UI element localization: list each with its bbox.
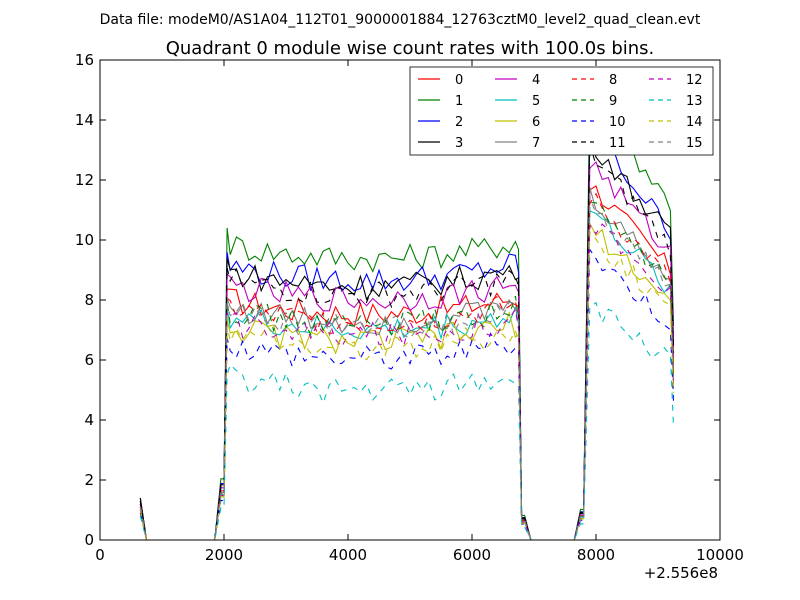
series-line-12 bbox=[139, 223, 675, 541]
y-tick-label: 14 bbox=[75, 111, 94, 129]
datafile-label: Data file: modeM0/AS1A04_112T01_90000018… bbox=[100, 12, 701, 28]
y-tick-label: 16 bbox=[75, 51, 94, 69]
y-tick-label: 4 bbox=[84, 411, 94, 429]
legend-label-2: 2 bbox=[455, 115, 463, 130]
legend-label-6: 6 bbox=[532, 115, 540, 130]
x-offset-label: +2.556e8 bbox=[644, 564, 718, 582]
legend-label-5: 5 bbox=[532, 94, 540, 109]
legend-label-13: 13 bbox=[686, 94, 703, 109]
series-line-3 bbox=[139, 130, 675, 541]
y-tick-label: 0 bbox=[84, 531, 94, 549]
x-tick-label: 10000 bbox=[696, 546, 744, 564]
legend-label-12: 12 bbox=[686, 73, 703, 88]
legend-label-8: 8 bbox=[609, 73, 617, 88]
plot-series-group bbox=[139, 96, 675, 541]
y-tick-label: 10 bbox=[75, 231, 94, 249]
legend-label-10: 10 bbox=[609, 115, 626, 130]
y-tick-label: 8 bbox=[84, 291, 94, 309]
x-tick-label: 2000 bbox=[205, 546, 243, 564]
series-line-14 bbox=[139, 231, 675, 541]
x-tick-label: 4000 bbox=[329, 546, 367, 564]
legend-label-9: 9 bbox=[609, 94, 617, 109]
legend-label-14: 14 bbox=[686, 115, 703, 130]
legend-label-4: 4 bbox=[532, 73, 540, 88]
y-tick-label: 6 bbox=[84, 351, 94, 369]
y-tick-label: 2 bbox=[84, 471, 94, 489]
y-tick-label: 12 bbox=[75, 171, 94, 189]
x-tick-label: 0 bbox=[95, 546, 105, 564]
series-line-15 bbox=[139, 196, 675, 541]
legend-box bbox=[409, 66, 714, 156]
legend-label-11: 11 bbox=[609, 136, 626, 151]
legend-label-0: 0 bbox=[455, 73, 463, 88]
series-line-9 bbox=[139, 201, 675, 541]
x-tick-label: 6000 bbox=[453, 546, 491, 564]
legend-label-7: 7 bbox=[532, 136, 540, 151]
legend-label-15: 15 bbox=[686, 136, 703, 151]
x-tick-label: 8000 bbox=[577, 546, 615, 564]
legend-label-1: 1 bbox=[455, 94, 463, 109]
legend-label-3: 3 bbox=[455, 136, 463, 151]
chart-title: Quadrant 0 module wise count rates with … bbox=[166, 38, 655, 59]
